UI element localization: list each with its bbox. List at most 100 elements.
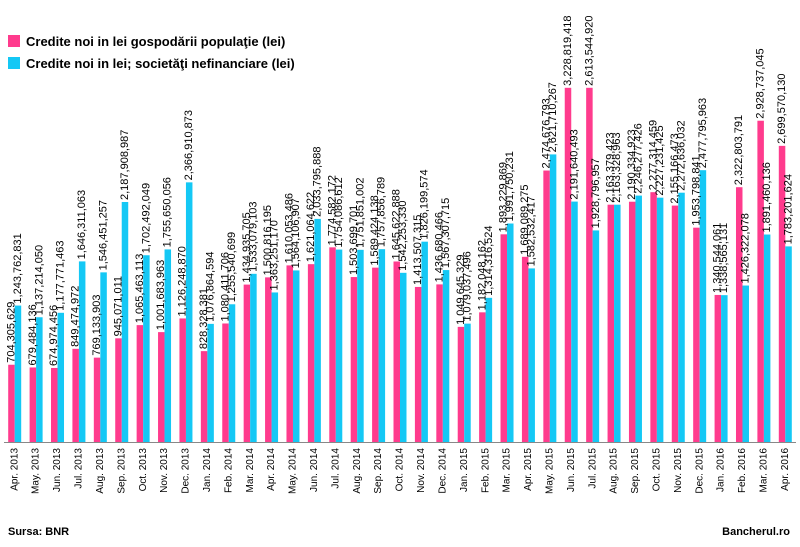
bar-companies-19 <box>421 241 428 442</box>
bar-households-0 <box>8 364 15 442</box>
x-tick-label-18: Oct. 2014 <box>395 448 406 492</box>
bar-companies-10 <box>228 304 236 442</box>
value-label-companies-13: 1,564,106,907 <box>290 198 302 268</box>
bar-companies-11 <box>250 273 257 442</box>
x-tick-label-35: Mar. 2016 <box>759 448 770 493</box>
x-tick-label-25: May. 2015 <box>544 448 555 494</box>
x-tick-label-33: Jan. 2016 <box>716 448 727 492</box>
bar-companies-16 <box>357 249 364 442</box>
bar-companies-33 <box>721 295 728 442</box>
bar-households-7 <box>158 332 165 442</box>
value-label-households-26: 3,228,819,418 <box>562 15 574 85</box>
x-tick-label-30: Oct. 2015 <box>652 448 663 492</box>
bar-households-9 <box>200 351 208 442</box>
bar-households-14 <box>307 264 315 442</box>
bar-households-15 <box>329 247 336 442</box>
bar-companies-2 <box>57 312 65 442</box>
value-label-companies-36: 1,783,201,624 <box>782 174 794 244</box>
value-label-households-1: 679,484,136 <box>27 304 39 365</box>
x-tick-label-23: Mar. 2015 <box>502 448 513 493</box>
value-label-companies-25: 2,621,710,267 <box>547 82 559 152</box>
value-label-households-29: 2,190,334,923 <box>626 129 638 199</box>
value-label-households-4: 769,133,903 <box>91 294 103 355</box>
value-label-households-6: 1,065,463,113 <box>134 254 146 324</box>
legend-label-households: Credite noi in lei gospodării populaţie … <box>26 33 286 49</box>
x-tick-label-27: Jul. 2015 <box>587 448 598 489</box>
bar-companies-32 <box>699 170 707 442</box>
bar-households-4 <box>93 357 101 442</box>
x-tick-label-4: Aug. 2013 <box>95 448 106 494</box>
x-tick-label-5: Sep. 2013 <box>116 448 127 494</box>
value-label-households-24: 1,689,089,275 <box>519 184 531 254</box>
value-label-households-18: 1,645,622,888 <box>391 189 403 259</box>
bar-households-3 <box>72 348 79 442</box>
bar-companies-14 <box>314 218 321 442</box>
value-label-households-13: 1,610,053,486 <box>284 193 296 263</box>
value-label-companies-24: 1,582,532,417 <box>526 196 538 266</box>
value-label-companies-34: 1,426,322,078 <box>740 213 752 283</box>
value-label-companies-18: 1,542,253,330 <box>397 200 409 270</box>
legend-entry-companies: Credite noi in lei; societăţi nefinancia… <box>8 52 295 74</box>
value-label-households-19: 1,413,507,315 <box>412 215 424 285</box>
x-tick-label-3: Jul. 2013 <box>74 448 85 489</box>
x-tick-label-6: Oct. 2013 <box>138 448 149 492</box>
bar-companies-15 <box>335 249 343 442</box>
value-label-companies-2: 1,177,771,463 <box>55 240 67 310</box>
bar-companies-18 <box>400 272 407 442</box>
x-tick-label-36: Apr. 2016 <box>780 448 791 491</box>
value-label-companies-9: 1,076,864,594 <box>205 252 217 322</box>
bar-companies-30 <box>656 197 664 442</box>
value-label-households-12: 1,500,816,195 <box>262 205 274 275</box>
bar-companies-23 <box>507 223 514 442</box>
bar-companies-4 <box>100 272 107 442</box>
bar-households-16 <box>350 277 358 442</box>
value-label-households-25: 2,474,676,793 <box>540 98 552 168</box>
value-label-households-23: 1,893,229,869 <box>498 162 510 232</box>
bar-companies-29 <box>635 195 642 442</box>
bar-companies-34 <box>742 285 749 442</box>
value-label-households-10: 1,080,411,706 <box>219 252 231 322</box>
bar-companies-28 <box>614 204 621 442</box>
bar-households-23 <box>500 234 508 442</box>
value-label-companies-3: 1,646,311,063 <box>76 190 88 260</box>
value-label-companies-5: 2,187,908,987 <box>119 130 131 200</box>
value-label-companies-26: 2,191,640,493 <box>568 129 580 199</box>
value-label-households-30: 2,277,314,459 <box>648 120 660 190</box>
value-label-companies-32: 2,477,795,963 <box>697 98 709 168</box>
value-label-households-22: 1,182,048,162 <box>476 240 488 310</box>
x-tick-label-0: Apr. 2013 <box>9 448 20 491</box>
value-label-companies-30: 2,227,231,425 <box>654 125 666 195</box>
value-label-households-21: 1,049,645,329 <box>455 254 467 324</box>
bar-households-8 <box>179 318 186 442</box>
x-tick-label-16: Aug. 2014 <box>352 448 363 494</box>
value-label-companies-33: 1,338,565,131 <box>718 223 730 293</box>
value-label-companies-16: 1,751,851,002 <box>354 177 366 247</box>
bar-companies-31 <box>678 192 685 442</box>
value-label-households-2: 674,974,456 <box>48 305 60 366</box>
value-label-households-9: 828,328,381 <box>198 288 210 349</box>
value-label-companies-8: 2,366,910,873 <box>183 110 195 180</box>
bar-households-27 <box>586 87 593 443</box>
value-label-households-14: 1,621,064,622 <box>305 192 317 262</box>
bar-companies-25 <box>549 154 557 443</box>
bar-companies-13 <box>292 270 300 442</box>
x-tick-labels-group: Apr. 2013 May. 2013 Jun. 2013 Jul. 2013 Aug.… <box>9 448 791 494</box>
value-label-households-28: 2,163,379,423 <box>605 132 617 202</box>
bar-households-5 <box>115 338 122 442</box>
bar-households-31 <box>671 205 679 442</box>
bar-companies-3 <box>78 261 86 442</box>
bar-households-33 <box>714 294 722 442</box>
bar-households-20 <box>436 284 443 442</box>
bar-households-29 <box>628 201 636 442</box>
bar-companies-36 <box>785 246 792 442</box>
x-tick-label-32: Dec. 2015 <box>694 448 705 494</box>
x-tick-label-15: Jul. 2014 <box>330 448 341 489</box>
value-label-companies-1: 1,137,214,050 <box>33 245 45 315</box>
value-label-companies-12: 1,363,251,170 <box>269 220 281 290</box>
value-label-households-11: 1,434,935,705 <box>241 212 253 282</box>
value-labels-group: 704,305,6291,243,762,831679,484,1361,137… <box>5 15 794 366</box>
x-tick-label-29: Sep. 2015 <box>630 448 641 494</box>
x-tick-label-34: Feb. 2016 <box>737 448 748 493</box>
x-tick-label-8: Dec. 2013 <box>181 448 192 494</box>
